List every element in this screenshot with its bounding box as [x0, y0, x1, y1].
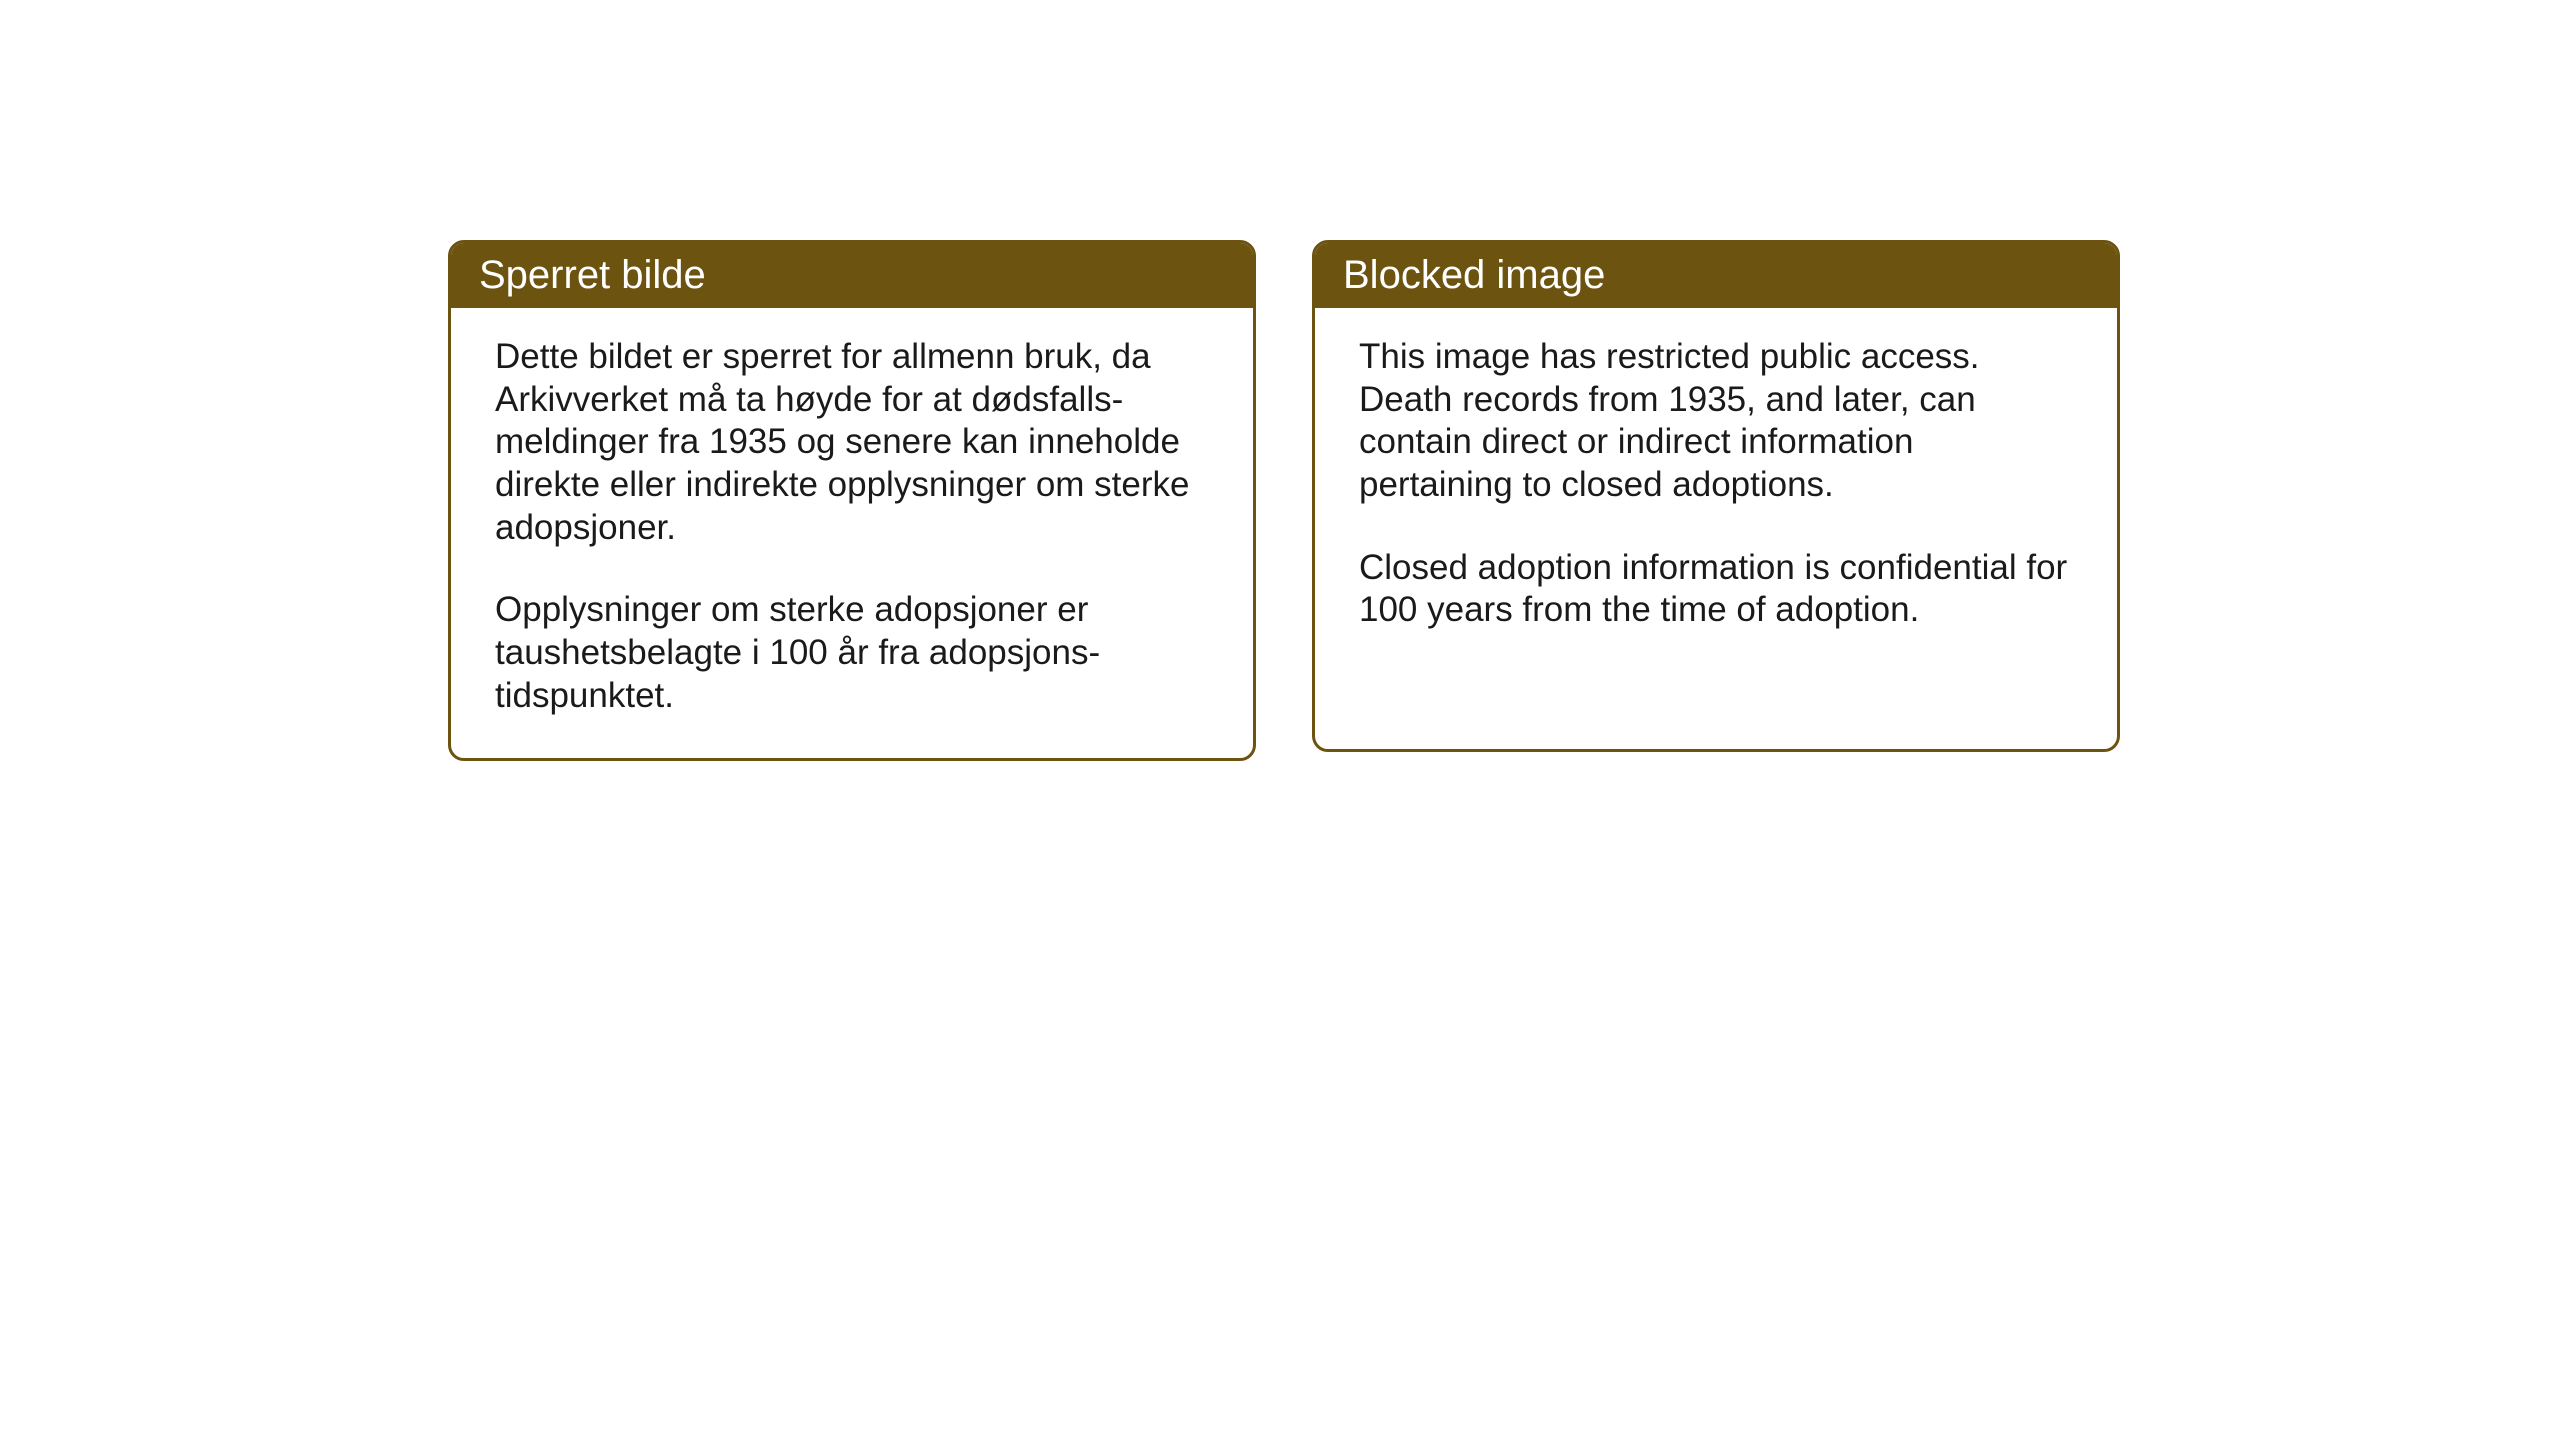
norwegian-card-body: Dette bildet er sperret for allmenn bruk…: [451, 308, 1253, 758]
english-card-title: Blocked image: [1315, 243, 2117, 308]
norwegian-paragraph-1: Dette bildet er sperret for allmenn bruk…: [495, 336, 1209, 549]
english-paragraph-2: Closed adoption information is confident…: [1359, 547, 2073, 632]
notice-container: Sperret bilde Dette bildet er sperret fo…: [448, 240, 2120, 761]
english-notice-card: Blocked image This image has restricted …: [1312, 240, 2120, 752]
norwegian-paragraph-2: Opplysninger om sterke adopsjoner er tau…: [495, 589, 1209, 717]
norwegian-notice-card: Sperret bilde Dette bildet er sperret fo…: [448, 240, 1256, 761]
norwegian-card-title: Sperret bilde: [451, 243, 1253, 308]
english-card-body: This image has restricted public access.…: [1315, 308, 2117, 672]
english-paragraph-1: This image has restricted public access.…: [1359, 336, 2073, 507]
